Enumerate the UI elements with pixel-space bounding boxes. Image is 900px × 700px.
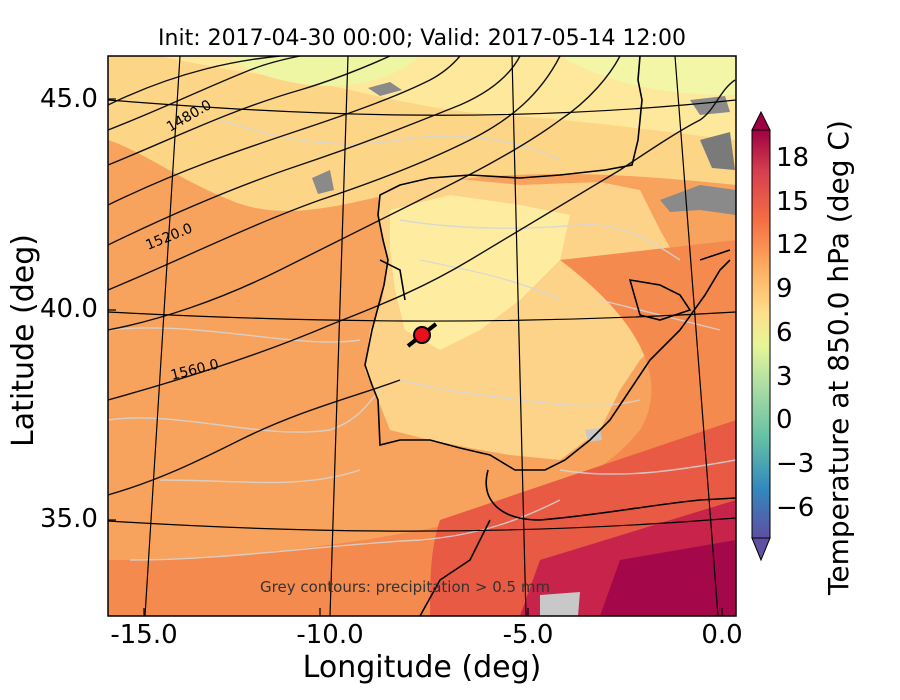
ytick-40: 40.0 — [40, 294, 98, 324]
x-axis-label: Longitude (deg) — [302, 650, 542, 685]
ytick-45: 45.0 — [40, 84, 98, 114]
xtick-minus5: -5.0 — [502, 620, 554, 650]
cb-tick-9: 9 — [776, 274, 793, 304]
colorbar-label: Temperature at 850.0 hPa (deg C) — [822, 120, 855, 595]
xtick-minus15: -15.0 — [110, 620, 178, 650]
plot-title: Init: 2017-04-30 00:00; Valid: 2017-05-1… — [158, 26, 686, 51]
xtick-0: 0.0 — [701, 620, 743, 650]
y-axis-label: Latitude (deg) — [6, 234, 41, 447]
cb-tick-18: 18 — [776, 143, 810, 173]
colorbar — [751, 110, 771, 562]
ytick-35: 35.0 — [40, 504, 98, 534]
cb-tick-minus6: −6 — [776, 493, 815, 523]
cb-tick-15: 15 — [776, 187, 810, 217]
cb-tick-12: 12 — [776, 230, 810, 260]
precip-annotation: Grey contours: precipitation > 0.5 mm — [260, 578, 550, 596]
cb-tick-3: 3 — [776, 362, 793, 392]
xtick-minus10: -10.0 — [296, 620, 364, 650]
map-field: 1480.0 1520.0 1560.0 Grey contours: prec… — [108, 56, 736, 616]
station-marker — [413, 326, 431, 344]
cb-tick-6: 6 — [776, 318, 793, 348]
cb-tick-0: 0 — [776, 405, 793, 435]
cb-tick-minus3: −3 — [776, 449, 815, 479]
